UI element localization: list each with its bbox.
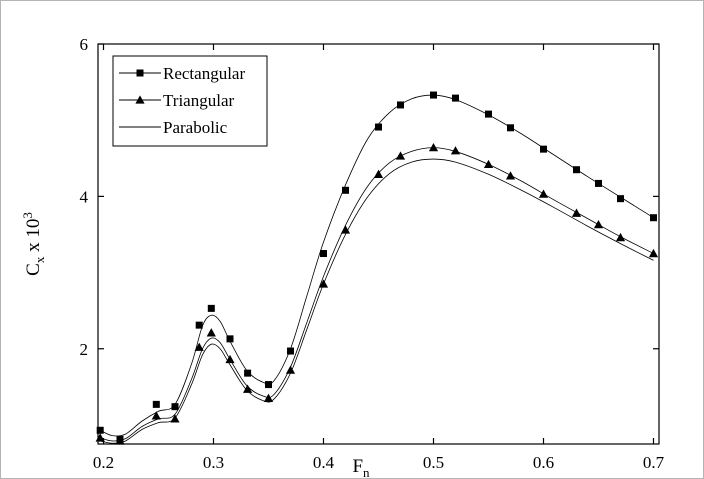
data-point-rectangular xyxy=(650,214,657,222)
data-point-rectangular xyxy=(540,145,547,153)
y-tick-label: 4 xyxy=(80,187,89,206)
y-axis-label-sup: 3 xyxy=(20,212,35,219)
series-markers xyxy=(95,91,659,445)
data-point-triangular xyxy=(428,143,439,152)
data-point-rectangular xyxy=(342,186,349,194)
y-tick-label: 2 xyxy=(80,340,89,359)
data-point-triangular xyxy=(538,189,549,198)
data-point-rectangular xyxy=(96,426,104,434)
data-point-rectangular xyxy=(195,321,203,329)
series-line-triangular xyxy=(100,147,654,442)
data-point-rectangular xyxy=(430,91,437,99)
x-tick-label: 0.3 xyxy=(203,453,224,472)
data-point-rectangular xyxy=(152,400,160,408)
legend-marker-triangular xyxy=(135,95,145,104)
data-point-triangular xyxy=(285,365,296,374)
x-tick-label: 0.2 xyxy=(93,453,114,472)
data-point-triangular xyxy=(225,354,235,364)
data-point-rectangular xyxy=(244,369,252,377)
data-point-rectangular xyxy=(573,166,580,174)
y-axis-label-main: C xyxy=(23,263,44,276)
data-point-triangular xyxy=(648,248,659,258)
data-point-rectangular xyxy=(171,403,179,411)
x-tick-label: 0.5 xyxy=(423,453,444,472)
legend-marker-rectangular xyxy=(136,69,144,77)
data-point-triangular xyxy=(170,414,180,423)
data-point-triangular xyxy=(593,219,604,229)
legend-label-triangular: Triangular xyxy=(163,91,234,110)
data-point-rectangular xyxy=(207,304,215,312)
data-point-rectangular xyxy=(375,123,382,131)
x-axis-label: Fn xyxy=(352,456,370,478)
data-point-triangular xyxy=(505,171,516,180)
x-tick-label: 0.7 xyxy=(643,453,665,472)
legend-label-parabolic: Parabolic xyxy=(163,118,228,137)
x-axis-label-main: F xyxy=(352,456,363,477)
x-axis-label-sub: n xyxy=(363,465,370,478)
data-point-triangular xyxy=(450,146,461,155)
data-point-triangular xyxy=(263,393,274,402)
data-point-triangular xyxy=(395,151,406,160)
data-point-triangular xyxy=(340,225,351,234)
data-point-rectangular xyxy=(617,195,624,203)
data-point-rectangular xyxy=(287,347,294,355)
data-point-triangular xyxy=(95,433,105,442)
data-point-rectangular xyxy=(507,124,514,132)
plot-area xyxy=(97,43,660,445)
y-axis-label: Cx x 103 xyxy=(20,212,47,276)
data-point-rectangular xyxy=(452,94,459,102)
series-line-parabolic xyxy=(100,158,654,444)
x-tick-label: 0.4 xyxy=(313,453,335,472)
data-point-triangular xyxy=(151,411,161,420)
data-point-rectangular xyxy=(595,179,602,187)
data-point-triangular xyxy=(194,342,204,351)
y-axis-label-sub: x xyxy=(32,256,47,263)
data-point-triangular xyxy=(615,232,626,242)
y-axis-label-rest: x 10 xyxy=(23,219,44,257)
data-point-rectangular xyxy=(226,335,234,343)
legend-label-rectangular: Rectangular xyxy=(163,64,245,83)
data-point-rectangular xyxy=(485,110,492,118)
y-tick-label: 6 xyxy=(80,35,89,54)
data-point-triangular xyxy=(318,279,329,288)
data-point-triangular xyxy=(571,208,582,217)
data-point-triangular xyxy=(206,328,216,337)
axis-ticks: 0.2 0.3 0.4 0.5 0.6 0.7 2 4 6 xyxy=(80,35,665,472)
data-point-triangular xyxy=(483,159,494,169)
data-point-triangular xyxy=(373,169,384,178)
data-point-triangular xyxy=(243,384,253,393)
legend: Rectangular Triangular Parabolic xyxy=(112,55,268,147)
data-point-rectangular xyxy=(320,250,327,258)
data-point-triangular xyxy=(115,436,125,445)
data-point-rectangular xyxy=(397,101,404,109)
data-point-rectangular xyxy=(265,381,272,389)
x-tick-label: 0.6 xyxy=(533,453,554,472)
series-curves xyxy=(100,94,654,444)
